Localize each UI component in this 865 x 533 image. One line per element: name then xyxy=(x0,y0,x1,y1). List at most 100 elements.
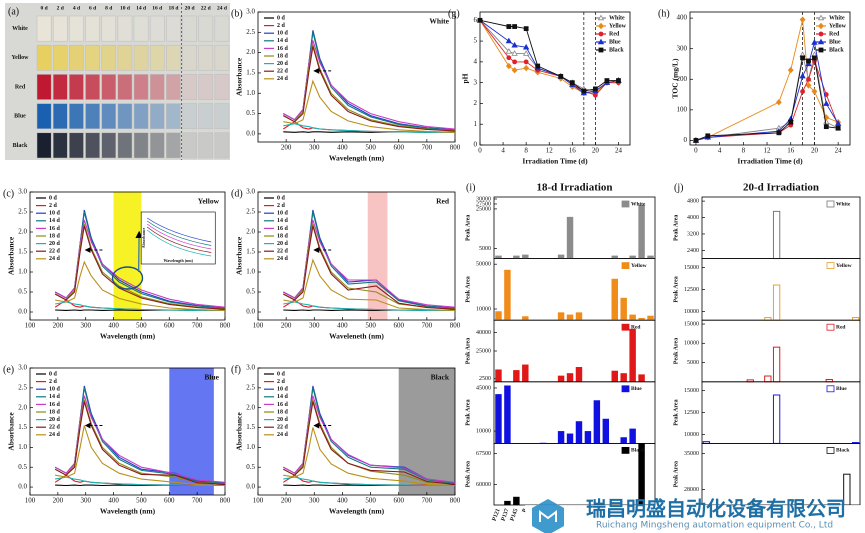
point xyxy=(597,14,605,21)
point xyxy=(788,119,794,125)
legend-label: 0 d xyxy=(49,195,58,201)
point xyxy=(523,59,529,65)
y-axis-label: pH xyxy=(461,73,470,83)
legend-swatch xyxy=(826,323,835,331)
point xyxy=(818,22,824,30)
column-label: 24 d xyxy=(217,5,227,11)
series-line xyxy=(479,19,619,94)
vial xyxy=(182,15,197,42)
x-tick-label: 0 xyxy=(478,147,482,155)
x-tick-label: 800 xyxy=(450,497,461,505)
legend-swatch xyxy=(621,385,630,393)
y-tick-label: 2.5 xyxy=(246,383,255,391)
y-tick-label: 10000 xyxy=(476,306,491,312)
point xyxy=(823,100,830,106)
legend-swatch xyxy=(826,385,835,393)
legend-label: Yellow xyxy=(836,263,852,269)
legend-label: 22 d xyxy=(277,425,289,431)
bar xyxy=(629,255,636,259)
y-tick-label: 0.5 xyxy=(246,463,255,471)
panel-label: (a) xyxy=(8,6,19,17)
point xyxy=(805,82,812,89)
y-tick-label: 0.0 xyxy=(246,483,255,491)
legend-label: 18 d xyxy=(49,409,61,415)
y-tick-label: 1 xyxy=(474,120,478,128)
x-tick-label: 200 xyxy=(281,322,292,330)
y-tick-label: 12500 xyxy=(684,287,699,293)
x-tick-label: 16 xyxy=(787,147,795,155)
x-tick-label: 100 xyxy=(253,497,264,505)
point xyxy=(817,14,825,21)
bar xyxy=(772,394,781,444)
panel-label: (f) xyxy=(231,364,241,375)
plot-frame xyxy=(29,367,226,496)
plot-frame xyxy=(257,191,456,321)
y-tick-label: 10000 xyxy=(684,432,699,438)
y-axis-label: Peak Area xyxy=(673,276,679,302)
bar xyxy=(772,210,781,260)
bar xyxy=(495,311,502,321)
bar xyxy=(513,255,520,259)
x-tick-label: 700 xyxy=(422,322,433,330)
x-axis-label: Waveleneth (nm) xyxy=(329,332,384,341)
legend-label: Red xyxy=(609,31,620,37)
y-tick-label: 100 xyxy=(677,105,688,113)
legend-label: 0 d xyxy=(49,371,58,377)
y-tick-label: 2.0 xyxy=(18,228,27,236)
legend-label: 18 d xyxy=(277,409,289,415)
point xyxy=(705,133,711,139)
legend-label: Yellow xyxy=(631,263,647,269)
column-label: 4 d xyxy=(73,5,80,11)
vial xyxy=(36,15,52,42)
x-tick-label: 8 xyxy=(742,147,746,155)
x-tick-label: P145 xyxy=(510,508,520,522)
y-tick-label: 3200 xyxy=(687,231,699,237)
vial xyxy=(133,103,149,130)
vial xyxy=(133,44,149,71)
vial xyxy=(166,132,181,159)
y-tick-label: 60000 xyxy=(476,482,491,488)
legend-swatch xyxy=(621,446,630,454)
watermark-name: 瑞昌明盛自动化设备有限公司 xyxy=(586,497,846,521)
y-tick-label: 0 xyxy=(474,141,478,149)
x-tick-label: 700 xyxy=(422,497,433,505)
x-tick-label: 100 xyxy=(253,322,264,330)
panel-label: (e) xyxy=(3,364,14,375)
vial xyxy=(101,15,117,42)
vial xyxy=(85,132,100,159)
inset-curve xyxy=(146,220,212,246)
point xyxy=(505,37,513,44)
vial xyxy=(166,15,181,42)
legend-label: 10 d xyxy=(49,211,61,217)
series-line xyxy=(283,301,455,311)
row-label: Blue xyxy=(14,114,26,120)
series-line xyxy=(283,32,456,131)
point xyxy=(787,66,794,74)
legend-label: 0 d xyxy=(277,371,286,377)
legend-label: 24 d xyxy=(49,432,61,438)
y-tick-label: 4000 xyxy=(687,215,699,221)
x-tick-label: 800 xyxy=(450,144,461,152)
series-line xyxy=(54,225,226,310)
y-tick-label: 1.0 xyxy=(18,443,27,451)
bar xyxy=(575,312,583,321)
point xyxy=(835,125,841,131)
point xyxy=(693,138,699,143)
vial xyxy=(198,44,214,71)
x-tick-label: 500 xyxy=(136,497,147,505)
point xyxy=(604,78,610,83)
vial xyxy=(133,15,149,42)
x-tick-label: 24 xyxy=(835,147,843,155)
panel-annotation: Red xyxy=(436,197,450,206)
point xyxy=(523,64,530,72)
watermark-subtitle: Ruichang Mingsheng automation equipment … xyxy=(596,521,833,531)
bar xyxy=(522,254,529,259)
panel-label: (g) xyxy=(448,8,460,19)
chart-title: 18-d Irradiation xyxy=(536,182,612,194)
column-label: 20 d xyxy=(185,5,195,11)
series-line xyxy=(283,258,456,311)
y-tick-label: 1.5 xyxy=(18,248,27,256)
vial xyxy=(149,132,165,159)
series-line xyxy=(283,223,456,310)
series-line xyxy=(54,219,226,308)
